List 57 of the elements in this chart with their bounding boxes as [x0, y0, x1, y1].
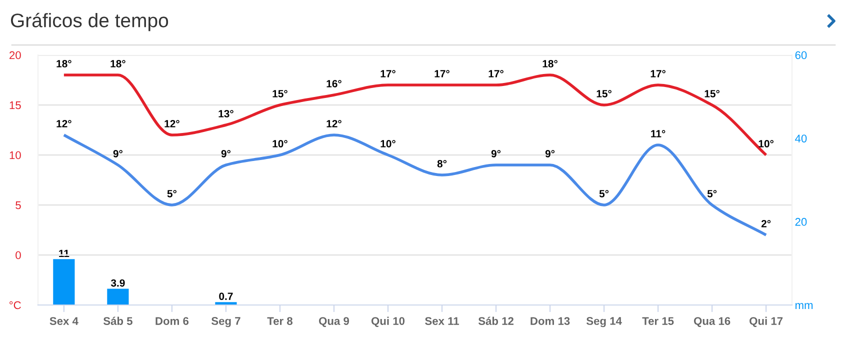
y2-tick-label: 20: [795, 218, 807, 226]
data-label: 17°: [380, 70, 396, 78]
x-tick-label: Sex 11: [425, 317, 459, 325]
data-label: 9°: [113, 150, 122, 158]
y-tick-label: 15: [10, 101, 21, 110]
data-label: 18°: [110, 60, 126, 68]
y2-tick-label: 60: [795, 51, 807, 60]
data-label: 15°: [596, 90, 612, 98]
bar: [53, 259, 75, 305]
data-label: 12°: [326, 120, 342, 128]
y-tick-label: 0: [16, 251, 21, 260]
data-label: 3.9: [110, 279, 125, 287]
data-label: 9°: [221, 150, 230, 158]
data-label: 8°: [437, 160, 447, 168]
x-tick-label: Sáb 5: [103, 316, 132, 325]
data-label: 12°: [56, 120, 72, 128]
data-label: 15°: [704, 90, 720, 98]
x-tick-label: Dom 13: [530, 317, 570, 325]
y-tick-label: 20: [10, 51, 21, 60]
data-label: 10°: [272, 140, 288, 148]
data-label: 10°: [380, 140, 396, 148]
data-label: 5°: [167, 190, 176, 198]
x-tick-label: Qui 10: [371, 316, 405, 328]
x-tick-label: Seg 14: [586, 317, 622, 328]
y2-tick-label: 40: [795, 134, 807, 142]
data-label: 18°: [56, 60, 72, 68]
y-tick-label: 10: [10, 151, 21, 160]
data-label: 5°: [599, 190, 609, 198]
x-tick-label: Qui 17: [750, 316, 783, 328]
x-tick-label: Qua 16: [694, 317, 730, 328]
data-label: 13°: [218, 110, 234, 118]
data-label: 17°: [434, 70, 450, 78]
y2-tick-label: mm: [796, 303, 813, 310]
data-label: 2°: [761, 220, 771, 228]
data-label: 0.7: [219, 292, 233, 300]
data-label: 17°: [488, 70, 504, 78]
data-label: 9°: [545, 150, 555, 158]
x-tick-label: Ter 8: [267, 317, 292, 325]
x-tick-label: Sáb 12: [478, 316, 514, 325]
data-label: 5°: [707, 190, 717, 198]
chart-title: Gráficos de tempo: [10, 12, 168, 32]
data-label: 17°: [650, 70, 666, 78]
data-label: 11°: [651, 130, 666, 138]
x-tick-label: Qua 9: [319, 317, 350, 328]
y-tick-label: 5: [16, 201, 21, 210]
x-tick-label: Seg 7: [211, 317, 240, 328]
data-label: 12°: [164, 120, 180, 128]
data-label: 18°: [542, 60, 558, 68]
data-label: 9°: [491, 150, 501, 158]
data-label: 10°: [758, 140, 774, 148]
data-label: 15°: [272, 90, 288, 98]
data-label: 16°: [326, 80, 342, 88]
y-tick-label: °C: [10, 301, 21, 310]
x-tick-label: Dom 6: [156, 317, 189, 325]
bar: [107, 288, 129, 305]
x-tick-label: Sex 4: [50, 317, 78, 325]
x-tick-label: Ter 15: [642, 317, 674, 325]
